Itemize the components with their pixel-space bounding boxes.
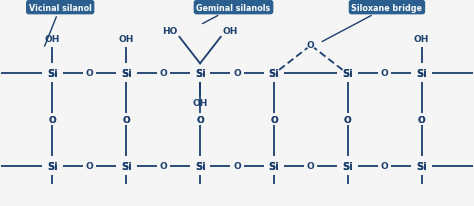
Text: O: O (307, 161, 315, 170)
Text: Si: Si (195, 161, 205, 171)
Text: O: O (270, 115, 278, 124)
Text: Si: Si (342, 161, 353, 171)
Text: Si: Si (269, 161, 279, 171)
Text: Si: Si (195, 68, 205, 78)
Text: Si: Si (269, 161, 279, 171)
Text: Si: Si (269, 68, 279, 78)
Text: O: O (196, 115, 204, 124)
Text: OH: OH (414, 34, 429, 43)
Text: O: O (344, 115, 352, 124)
Text: O: O (48, 115, 56, 124)
Text: O: O (159, 161, 167, 170)
Text: O: O (85, 161, 93, 170)
Text: O: O (233, 69, 241, 78)
Text: O: O (381, 69, 389, 78)
Text: O: O (122, 115, 130, 124)
Text: Si: Si (47, 68, 58, 78)
Text: O: O (159, 69, 167, 78)
Text: Si: Si (121, 161, 132, 171)
Text: Si: Si (416, 68, 427, 78)
Text: O: O (307, 41, 315, 50)
Text: Siloxane bridge: Siloxane bridge (322, 4, 422, 42)
Text: OH: OH (45, 34, 60, 43)
Text: Geminal silanols: Geminal silanols (196, 4, 271, 25)
Text: Si: Si (121, 161, 132, 171)
Text: O: O (418, 115, 426, 124)
Text: Si: Si (195, 68, 205, 78)
Text: Si: Si (121, 68, 132, 78)
Text: Si: Si (342, 68, 353, 78)
Text: O: O (270, 115, 278, 124)
Text: OH: OH (118, 34, 134, 43)
Text: O: O (85, 69, 93, 78)
Text: Si: Si (195, 161, 205, 171)
Text: Vicinal silanol: Vicinal silanol (29, 4, 91, 47)
Text: O: O (233, 161, 241, 170)
Text: O: O (122, 115, 130, 124)
Text: Si: Si (416, 68, 427, 78)
Text: O: O (48, 115, 56, 124)
Text: Si: Si (342, 161, 353, 171)
Text: Si: Si (47, 68, 58, 78)
Text: OH: OH (192, 98, 208, 108)
Text: OH: OH (223, 27, 238, 35)
Text: Si: Si (47, 161, 58, 171)
Text: Si: Si (416, 161, 427, 171)
Text: Si: Si (342, 68, 353, 78)
Text: Si: Si (269, 68, 279, 78)
Text: O: O (418, 115, 426, 124)
Text: Si: Si (47, 161, 58, 171)
Text: HO: HO (162, 27, 177, 35)
Text: O: O (381, 161, 389, 170)
Text: Si: Si (416, 161, 427, 171)
Text: O: O (196, 115, 204, 124)
Text: O: O (344, 115, 352, 124)
Text: Si: Si (121, 68, 132, 78)
